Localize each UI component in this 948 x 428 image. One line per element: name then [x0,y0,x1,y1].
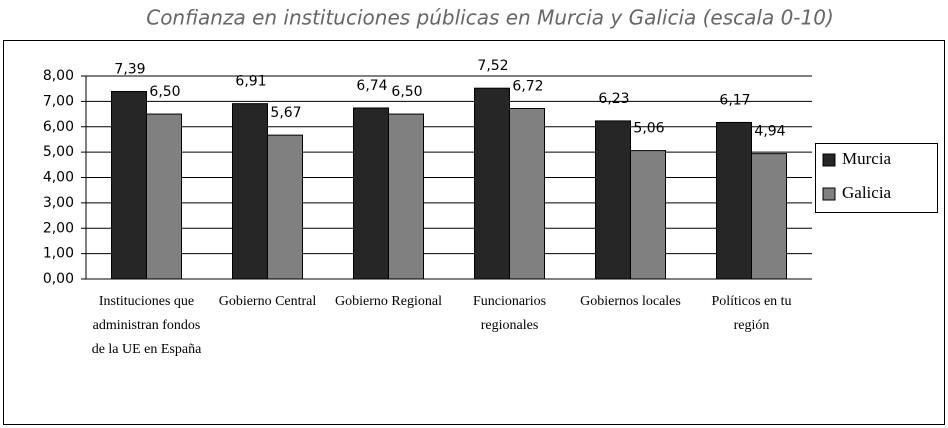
y-tick-label: 2,00 [43,220,74,236]
bar [751,153,787,280]
data-label: 6,74 [356,78,387,94]
x-tick-label: Gobierno Regional [335,294,442,309]
bar [716,121,752,280]
data-label: 7,39 [114,61,145,77]
bar [595,120,631,280]
y-tick-label: 8,00 [43,68,74,84]
x-tick-label: Gobiernos locales [580,294,681,309]
legend-swatch [822,153,836,167]
y-tick-label: 0,00 [43,271,74,287]
y-tick-label: 6,00 [43,119,74,135]
data-label: 6,17 [719,92,750,108]
x-tick-label: Instituciones que administran fondos de … [91,294,202,357]
data-label: 6,91 [235,74,266,90]
bar [111,90,147,280]
bar [353,107,389,280]
y-tick-label: 4,00 [43,170,74,186]
legend-swatch [822,187,836,201]
x-tick-label: Gobierno Central [218,294,317,309]
bar [388,113,424,280]
data-label: 4,94 [754,124,785,140]
data-label: 6,72 [512,78,543,94]
data-label: 6,50 [149,84,180,100]
legend-label: Murcia [842,149,892,168]
bar [267,134,303,280]
legend-box [815,143,938,213]
bar [474,87,510,280]
data-label: 7,52 [477,58,508,74]
data-label: 6,23 [598,91,629,107]
x-tick-label: Políticos en tu región [711,294,792,333]
data-label: 6,50 [391,84,422,100]
bar [146,113,182,280]
y-tick-label: 1,00 [43,246,74,262]
data-label: 5,06 [633,121,664,137]
bar [509,107,545,280]
y-tick-label: 5,00 [43,144,74,160]
chart-frame [3,40,945,425]
bar [630,150,666,280]
bar [232,103,268,280]
y-tick-label: 3,00 [43,195,74,211]
data-label: 5,67 [270,105,301,121]
x-tick-label: Funcionarios regionales [472,294,547,333]
y-tick-label: 7,00 [43,93,74,109]
chart-title: Confianza en instituciones públicas en M… [146,6,834,30]
legend-label: Galicia [842,183,892,202]
